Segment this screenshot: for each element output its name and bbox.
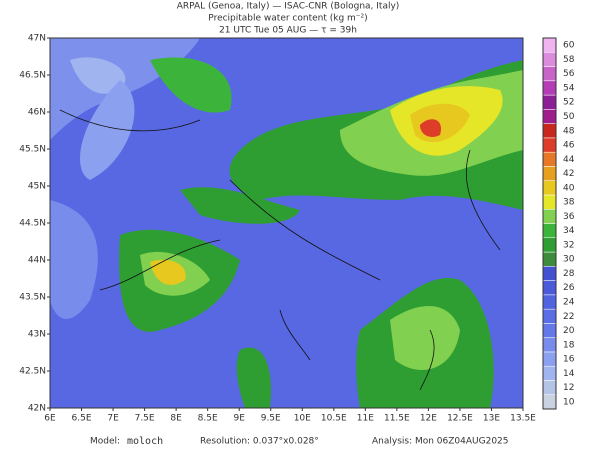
colorbar-swatch	[542, 251, 557, 267]
lat-tick-label: 46N	[28, 108, 46, 118]
footer-resolution: Resolution: 0.037°x0.028°	[200, 437, 319, 447]
colorbar-swatch	[542, 94, 557, 110]
lat-tick-label: 45.5N	[19, 145, 46, 155]
colorbar-label: 50	[563, 112, 575, 122]
colorbar-label: 18	[563, 340, 575, 350]
lon-tick-label: 9.5E	[261, 414, 281, 424]
lon-tick-label: 8.5E	[198, 414, 218, 424]
colorbar-label: 28	[563, 269, 575, 279]
colorbar-label: 16	[563, 355, 575, 365]
colorbar-swatch	[542, 80, 557, 96]
colorbar-label: 42	[563, 169, 574, 179]
lat-tick-label: 42N	[28, 404, 46, 414]
lon-tick-label: 11E	[357, 414, 374, 424]
colorbar-label: 22	[563, 312, 574, 322]
lon-tick-label: 13E	[483, 414, 500, 424]
colorbar-swatch	[542, 266, 557, 281]
colorbar-label: 12	[563, 383, 574, 393]
lon-tick-label: 8E	[170, 414, 182, 424]
colorbar-label: 30	[563, 255, 575, 265]
colorbar-swatch	[542, 194, 557, 210]
lon-tick-label: 10E	[294, 414, 311, 424]
colorbar-label: 14	[563, 369, 575, 379]
title-line: ARPAL (Genoa, Italy) — ISAC-CNR (Bologna…	[177, 2, 400, 12]
colorbar-swatch	[542, 137, 557, 153]
colorbar-label: 58	[563, 55, 575, 65]
colorbar-label: 44	[563, 155, 575, 165]
colorbar-label: 10	[563, 397, 575, 407]
colorbar-swatch	[542, 66, 557, 82]
lon-tick-label: 7E	[107, 414, 119, 424]
footer-model: moloch	[127, 436, 163, 447]
colorbar-label: 54	[563, 83, 575, 93]
colorbar-label: 34	[563, 226, 575, 236]
lon-tick-label: 6.5E	[72, 414, 92, 424]
colorbar-label: 38	[563, 198, 575, 208]
lon-tick-label: 12E	[420, 414, 437, 424]
colorbar-swatch	[542, 151, 557, 167]
colorbar-swatch	[542, 37, 557, 53]
lat-tick-label: 44.5N	[19, 219, 46, 229]
lat-tick-label: 43N	[28, 330, 46, 340]
colorbar-swatch	[542, 323, 557, 338]
colorbar-label: 52	[563, 98, 574, 108]
lat-axis: 42N 42.5N 43N 43.5N 44N 44.5N 45N 45.5N 46N 46.5N…	[19, 34, 50, 414]
colorbar-swatch	[542, 237, 557, 253]
colorbar-swatch	[542, 109, 557, 124]
colorbar-label: 48	[563, 126, 575, 136]
colorbar-swatch	[542, 365, 557, 381]
lon-tick-label: 7.5E	[135, 414, 155, 424]
lon-tick-label: 13.5E	[510, 414, 536, 424]
lat-tick-label: 42.5N	[19, 367, 46, 377]
colorbar-swatch	[542, 294, 557, 310]
colorbar-label: 26	[563, 283, 575, 293]
title-line: Precipitable water content (kg m⁻²)	[208, 14, 367, 24]
lon-tick-label: 11.5E	[384, 414, 410, 424]
colorbar-label: 40	[563, 183, 575, 193]
colorbar-label: 56	[563, 69, 575, 79]
lat-tick-label: 45N	[28, 182, 46, 192]
colorbar-swatch	[542, 280, 557, 296]
footer-analysis: Analysis: Mon 06Z04AUG2025	[372, 437, 509, 447]
colorbar-swatch	[542, 208, 557, 224]
colorbar-swatch	[542, 337, 557, 353]
colorbar-swatch	[542, 394, 557, 410]
map-field	[50, 38, 523, 408]
lat-tick-label: 43.5N	[19, 293, 46, 303]
colorbar: 10 12 14 16 18 20 22 24 26 28 30 32 34 36 38 40 42 44 46 48…	[542, 37, 575, 410]
lat-tick-label: 44N	[28, 256, 46, 266]
title-line: 21 UTC Tue 05 AUG — τ = 39h	[219, 26, 357, 36]
lon-tick-label: 12.5E	[447, 414, 473, 424]
lat-tick-label: 46.5N	[19, 71, 46, 81]
colorbar-swatch	[542, 52, 557, 67]
lon-tick-label: 10.5E	[321, 414, 347, 424]
colorbar-swatch	[542, 123, 557, 139]
colorbar-label: 36	[563, 212, 575, 222]
colorbar-swatch	[542, 380, 557, 395]
colorbar-swatch	[542, 351, 557, 367]
footer-model-label: Model:	[90, 437, 120, 447]
lon-tick-label: 6E	[44, 414, 56, 424]
colorbar-swatch	[542, 223, 557, 239]
colorbar-frame	[542, 37, 557, 410]
colorbar-label: 20	[563, 326, 575, 336]
colorbar-label: 32	[563, 240, 574, 250]
lat-tick-label: 47N	[28, 34, 46, 44]
colorbar-swatch	[542, 308, 557, 324]
colorbar-swatch	[542, 166, 557, 181]
colorbar-label: 46	[563, 141, 575, 151]
lon-axis: 6E 6.5E 7E 7.5E 8E 8.5E 9E 9.5E 10E 10.5E 11E 11.5E…	[44, 408, 536, 424]
colorbar-label: 24	[563, 297, 575, 307]
lon-tick-label: 9E	[233, 414, 245, 424]
colorbar-swatch	[542, 180, 557, 196]
colorbar-label: 60	[563, 41, 575, 51]
